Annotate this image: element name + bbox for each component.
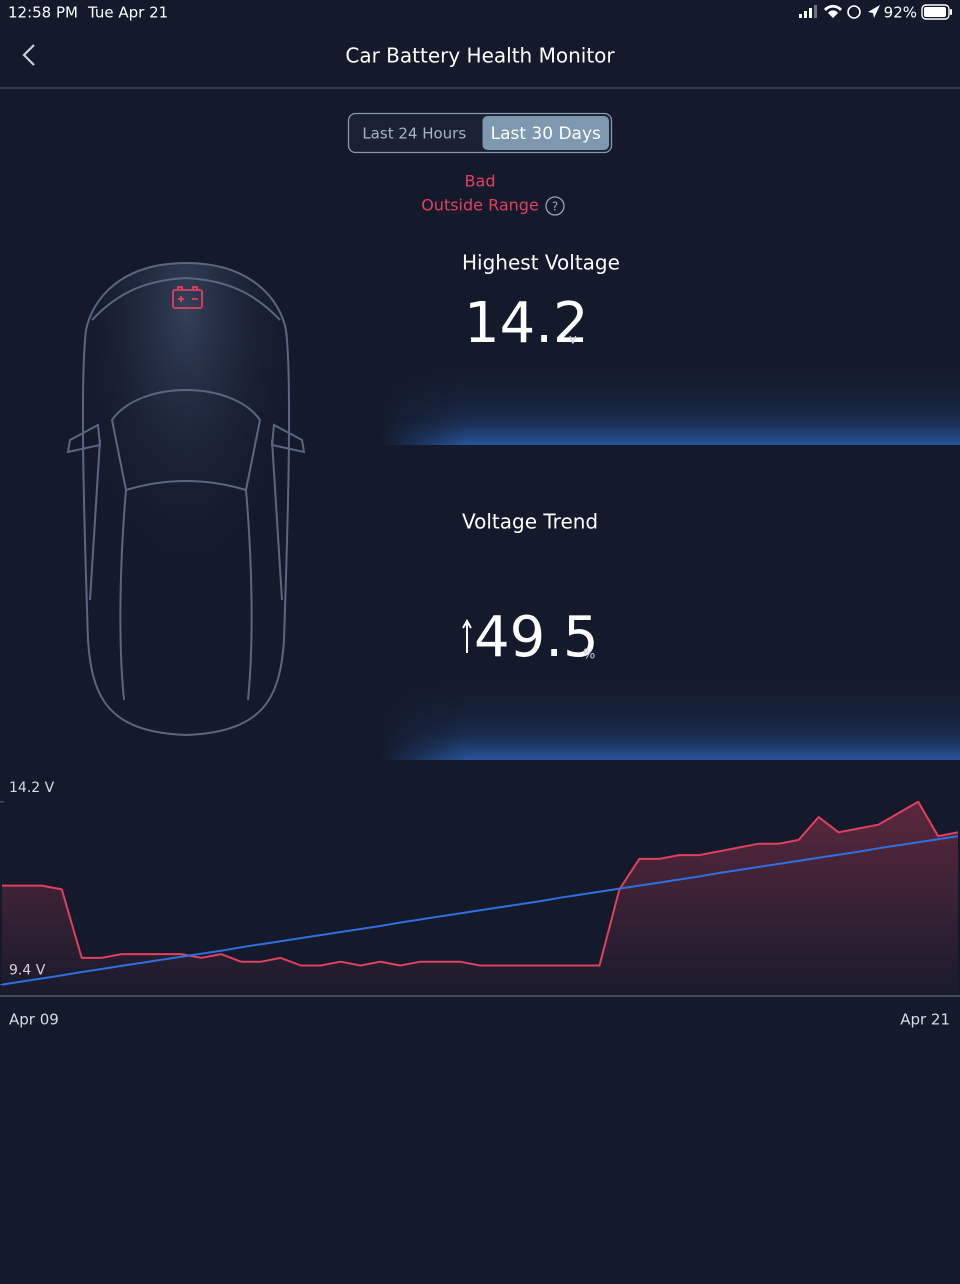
status-detail: Outside Range [421,196,539,215]
tab-selected-bg [482,116,609,150]
help-icon[interactable] [545,196,565,216]
line-area [2,801,958,996]
tab[interactable]: Last 24 Hours [362,125,466,143]
x-tick-label: Apr 21 [900,1011,950,1029]
back-button[interactable] [22,44,35,66]
metric-unit: v [569,333,577,348]
status-label: Bad [465,172,496,191]
car-illustration [66,261,306,737]
x-tick-label: Apr 09 [9,1011,59,1029]
status-time: 12:58 PM [8,4,78,22]
metric-value: 14.2 [464,291,589,356]
metric-glow-fade [380,670,960,760]
status-date: Tue Apr 21 [87,4,168,22]
metric-label: Voltage Trend [462,510,598,534]
metric-label: Highest Voltage [462,251,620,275]
metric-value: 49.5 [474,605,599,670]
battery-icon [172,286,203,309]
y-tick-label: 14.2 V [9,780,55,796]
header-title: Car Battery Health Monitor [345,44,615,68]
line [2,800,959,967]
metric-unit: % [583,648,595,663]
status-battery: 92% [884,4,917,22]
line [1,835,959,986]
metric-glow-fade [380,355,960,445]
status-icons [799,4,952,20]
tab-selected[interactable]: Last 30 Days [491,124,601,144]
trend-arrow [462,618,472,653]
help-icon-text: ? [552,200,558,214]
